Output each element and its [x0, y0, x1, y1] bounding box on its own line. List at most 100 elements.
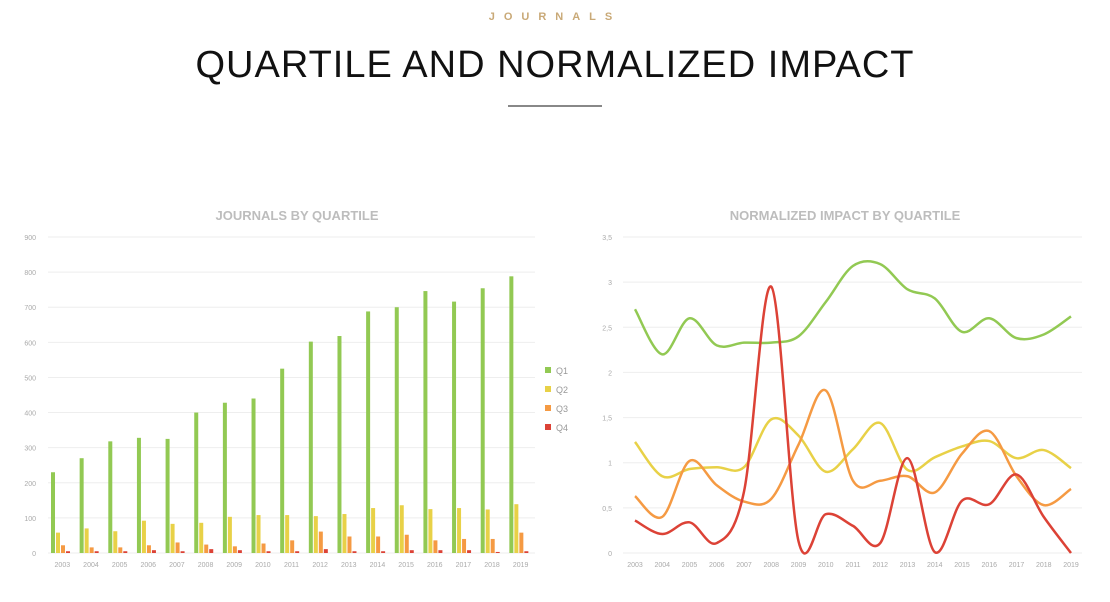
bar-q2 [84, 528, 89, 553]
x-tick-label: 2003 [627, 562, 643, 569]
bar-q2 [56, 532, 60, 553]
y-tick-label: 3,5 [602, 235, 612, 242]
x-tick-label: 2010 [818, 562, 834, 569]
bar-q4 [266, 551, 271, 553]
bar-q4 [209, 549, 214, 553]
bar-q4 [237, 550, 242, 553]
y-tick-label: 500 [24, 375, 36, 382]
section-kicker: JOURNALS [488, 11, 622, 23]
bar-q4 [524, 551, 529, 553]
bar-q3 [118, 547, 123, 553]
y-tick-label: 0,5 [602, 506, 612, 513]
y-tick-label: 400 [24, 411, 36, 418]
legend-swatch-q1 [545, 367, 551, 373]
bar-q1 [337, 336, 342, 553]
x-tick-label: 2013 [341, 562, 357, 569]
bar-q1 [165, 438, 170, 553]
x-tick-label: 2005 [682, 562, 698, 569]
bar-q1 [308, 341, 313, 553]
chart-title: JOURNALS BY QUARTILE [216, 208, 379, 223]
bar-q4 [123, 551, 128, 553]
y-tick-label: 600 [24, 340, 36, 347]
bar-q2 [285, 515, 290, 553]
x-tick-label: 2008 [198, 562, 214, 569]
y-tick-label: 1,5 [602, 416, 612, 423]
bar-q4 [151, 550, 156, 553]
legend-swatch-q4 [545, 424, 551, 430]
bar-q2 [342, 514, 347, 553]
legend-swatch-q3 [545, 405, 551, 411]
title-divider [508, 105, 602, 107]
bar-q4 [467, 550, 472, 553]
x-tick-label: 2012 [872, 562, 888, 569]
x-tick-label: 2016 [981, 562, 997, 569]
line-q3 [634, 388, 1072, 520]
y-tick-label: 200 [24, 481, 36, 488]
x-tick-label: 2010 [255, 562, 271, 569]
bar-q2 [113, 531, 118, 553]
bar-q4 [180, 551, 185, 553]
line-q4 [634, 285, 1072, 555]
bar-q4 [495, 551, 500, 553]
x-tick-label: 2011 [284, 562, 299, 569]
bar-q3 [290, 540, 295, 553]
bar-q3 [404, 534, 409, 553]
x-tick-label: 2007 [169, 562, 185, 569]
bar-q1 [194, 412, 199, 553]
bar-q3 [347, 536, 352, 553]
bar-q3 [462, 538, 467, 553]
x-tick-label: 2018 [1036, 562, 1052, 569]
bar-q3 [376, 536, 381, 553]
x-tick-label: 2006 [140, 562, 156, 569]
bar-q3 [204, 544, 209, 553]
x-tick-label: 2019 [1063, 562, 1079, 569]
legend-label: Q4 [556, 423, 568, 433]
x-tick-label: 2015 [954, 562, 970, 569]
bar-q1 [423, 291, 428, 553]
bar-q4 [66, 551, 70, 553]
x-tick-label: 2007 [736, 562, 752, 569]
line-q2 [633, 416, 1072, 479]
bar-q1 [136, 437, 141, 553]
bar-q2 [313, 516, 318, 553]
x-tick-label: 2013 [900, 562, 916, 569]
x-tick-label: 2017 [1009, 562, 1025, 569]
bar-q4 [352, 551, 357, 553]
x-tick-label: 2018 [484, 562, 500, 569]
y-tick-label: 1 [608, 461, 612, 468]
legend-label: Q1 [556, 366, 568, 376]
bar-q1 [509, 276, 514, 553]
x-tick-label: 2006 [709, 562, 725, 569]
y-tick-label: 0 [608, 551, 612, 558]
x-tick-label: 2009 [791, 562, 807, 569]
x-tick-label: 2008 [763, 562, 779, 569]
x-tick-label: 2003 [55, 562, 71, 569]
bar-q3 [146, 545, 151, 553]
x-tick-label: 2009 [226, 562, 242, 569]
bar-q2 [371, 508, 376, 553]
bar-q4 [381, 551, 386, 553]
bar-q2 [199, 522, 204, 553]
bar-q4 [409, 550, 414, 553]
legend-swatch-q2 [545, 386, 551, 392]
bar-q3 [261, 543, 266, 553]
legend-label: Q2 [556, 385, 568, 395]
x-tick-label: 2011 [845, 562, 860, 569]
bar-q3 [490, 538, 495, 553]
x-tick-label: 2016 [427, 562, 443, 569]
bar-q1 [366, 311, 371, 553]
bar-q3 [61, 545, 65, 553]
bar-q4 [295, 551, 300, 553]
x-tick-label: 2012 [312, 562, 328, 569]
y-tick-label: 300 [24, 446, 36, 453]
bar-q1 [452, 301, 457, 553]
x-tick-label: 2004 [83, 562, 99, 569]
x-tick-label: 2005 [112, 562, 128, 569]
bar-q1 [480, 288, 485, 553]
chart-title: NORMALIZED IMPACT BY QUARTILE [730, 208, 961, 223]
bar-q1 [79, 458, 84, 553]
bar-q3 [519, 532, 524, 553]
bar-q2 [227, 516, 232, 553]
x-tick-label: 2017 [456, 562, 472, 569]
